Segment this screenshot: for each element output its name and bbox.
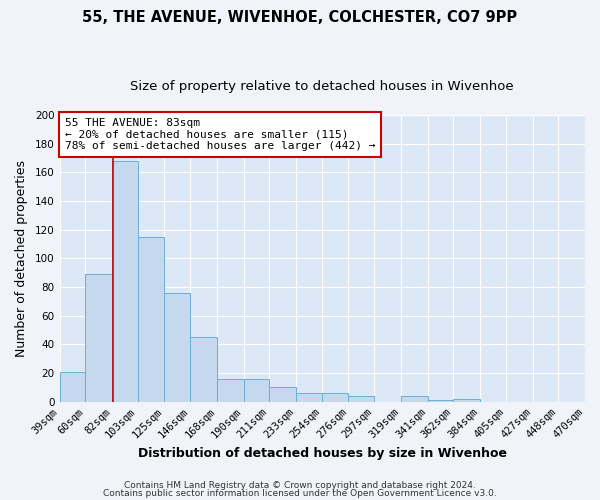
Bar bbox=[269, 388, 296, 402]
Text: 55 THE AVENUE: 83sqm
← 20% of detached houses are smaller (115)
78% of semi-deta: 55 THE AVENUE: 83sqm ← 20% of detached h… bbox=[65, 118, 376, 151]
Bar bbox=[322, 393, 349, 402]
Text: Contains HM Land Registry data © Crown copyright and database right 2024.: Contains HM Land Registry data © Crown c… bbox=[124, 481, 476, 490]
Bar bbox=[401, 396, 428, 402]
Bar bbox=[244, 378, 269, 402]
Text: Contains public sector information licensed under the Open Government Licence v3: Contains public sector information licen… bbox=[103, 488, 497, 498]
Bar bbox=[112, 161, 137, 402]
Bar bbox=[190, 337, 217, 402]
Bar bbox=[349, 396, 374, 402]
Bar bbox=[137, 237, 164, 402]
Bar bbox=[217, 378, 244, 402]
Text: 55, THE AVENUE, WIVENHOE, COLCHESTER, CO7 9PP: 55, THE AVENUE, WIVENHOE, COLCHESTER, CO… bbox=[82, 10, 518, 25]
Bar bbox=[454, 398, 480, 402]
Bar bbox=[428, 400, 454, 402]
Title: Size of property relative to detached houses in Wivenhoe: Size of property relative to detached ho… bbox=[130, 80, 514, 93]
Bar bbox=[85, 274, 112, 402]
Bar bbox=[164, 292, 190, 402]
Bar bbox=[59, 372, 85, 402]
X-axis label: Distribution of detached houses by size in Wivenhoe: Distribution of detached houses by size … bbox=[138, 447, 507, 460]
Bar bbox=[296, 393, 322, 402]
Y-axis label: Number of detached properties: Number of detached properties bbox=[15, 160, 28, 357]
